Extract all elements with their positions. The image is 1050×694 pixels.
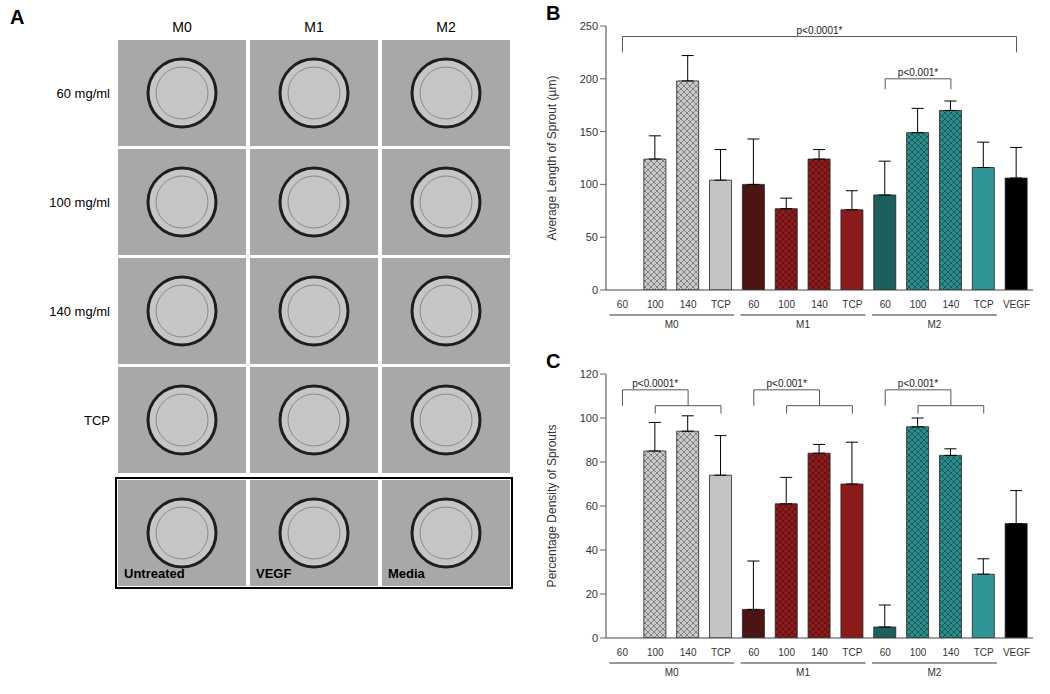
svg-text:140: 140 (943, 299, 960, 310)
svg-text:140: 140 (680, 299, 697, 310)
svg-text:p<0.001*: p<0.001* (898, 67, 938, 78)
svg-text:100: 100 (647, 647, 664, 658)
svg-text:TCP: TCP (84, 413, 110, 428)
svg-text:p<0.001*: p<0.001* (898, 378, 938, 389)
svg-text:p<0.0001*: p<0.0001* (797, 25, 843, 36)
svg-text:150: 150 (580, 126, 598, 138)
svg-text:60: 60 (617, 647, 629, 658)
svg-text:100: 100 (778, 647, 795, 658)
svg-text:TCP: TCP (711, 647, 731, 658)
svg-text:250: 250 (580, 20, 598, 32)
svg-text:140: 140 (811, 299, 828, 310)
svg-text:B: B (546, 2, 560, 24)
svg-text:140: 140 (811, 647, 828, 658)
svg-text:TCP: TCP (842, 299, 862, 310)
svg-text:M1: M1 (796, 667, 810, 678)
svg-text:0: 0 (592, 632, 598, 644)
svg-text:120: 120 (580, 368, 598, 380)
svg-text:Percentage Density of Sprouts: Percentage Density of Sprouts (545, 425, 559, 588)
svg-text:60: 60 (586, 500, 598, 512)
svg-text:M0: M0 (172, 19, 192, 35)
svg-text:60: 60 (748, 299, 760, 310)
svg-text:100: 100 (580, 178, 598, 190)
svg-text:M2: M2 (436, 19, 456, 35)
svg-text:100: 100 (910, 647, 927, 658)
svg-text:100: 100 (647, 299, 664, 310)
svg-text:140 mg/ml: 140 mg/ml (49, 304, 110, 319)
svg-text:VEGF: VEGF (256, 566, 291, 581)
svg-text:A: A (10, 6, 24, 28)
svg-text:100: 100 (778, 299, 795, 310)
svg-text:Media: Media (388, 566, 426, 581)
svg-text:M1: M1 (304, 19, 324, 35)
svg-text:60: 60 (880, 299, 892, 310)
svg-text:140: 140 (680, 647, 697, 658)
svg-text:VEGF: VEGF (1003, 299, 1030, 310)
svg-text:VEGF: VEGF (1003, 647, 1030, 658)
svg-text:40: 40 (586, 544, 598, 556)
svg-text:TCP: TCP (974, 647, 994, 658)
svg-text:M1: M1 (796, 319, 810, 330)
svg-text:50: 50 (586, 231, 598, 243)
svg-text:140: 140 (943, 647, 960, 658)
svg-text:200: 200 (580, 73, 598, 85)
svg-text:C: C (546, 350, 560, 372)
svg-text:60: 60 (748, 647, 760, 658)
svg-text:M2: M2 (928, 319, 942, 330)
svg-text:0: 0 (592, 284, 598, 296)
svg-text:p<0.001*: p<0.001* (766, 378, 806, 389)
svg-text:100: 100 (910, 299, 927, 310)
svg-text:M0: M0 (665, 319, 679, 330)
svg-text:60: 60 (617, 299, 629, 310)
svg-text:100 mg/ml: 100 mg/ml (49, 195, 110, 210)
svg-text:100: 100 (580, 412, 598, 424)
svg-text:TCP: TCP (842, 647, 862, 658)
svg-text:TCP: TCP (711, 299, 731, 310)
svg-text:60: 60 (880, 647, 892, 658)
svg-text:80: 80 (586, 456, 598, 468)
svg-text:M2: M2 (928, 667, 942, 678)
svg-text:TCP: TCP (974, 299, 994, 310)
svg-text:p<0.0001*: p<0.0001* (632, 378, 678, 389)
svg-text:60 mg/ml: 60 mg/ml (57, 86, 111, 101)
svg-text:M0: M0 (665, 667, 679, 678)
svg-text:Untreated: Untreated (124, 566, 185, 581)
svg-text:20: 20 (586, 588, 598, 600)
svg-text:Average Length of Sprout (µm): Average Length of Sprout (µm) (545, 76, 559, 241)
